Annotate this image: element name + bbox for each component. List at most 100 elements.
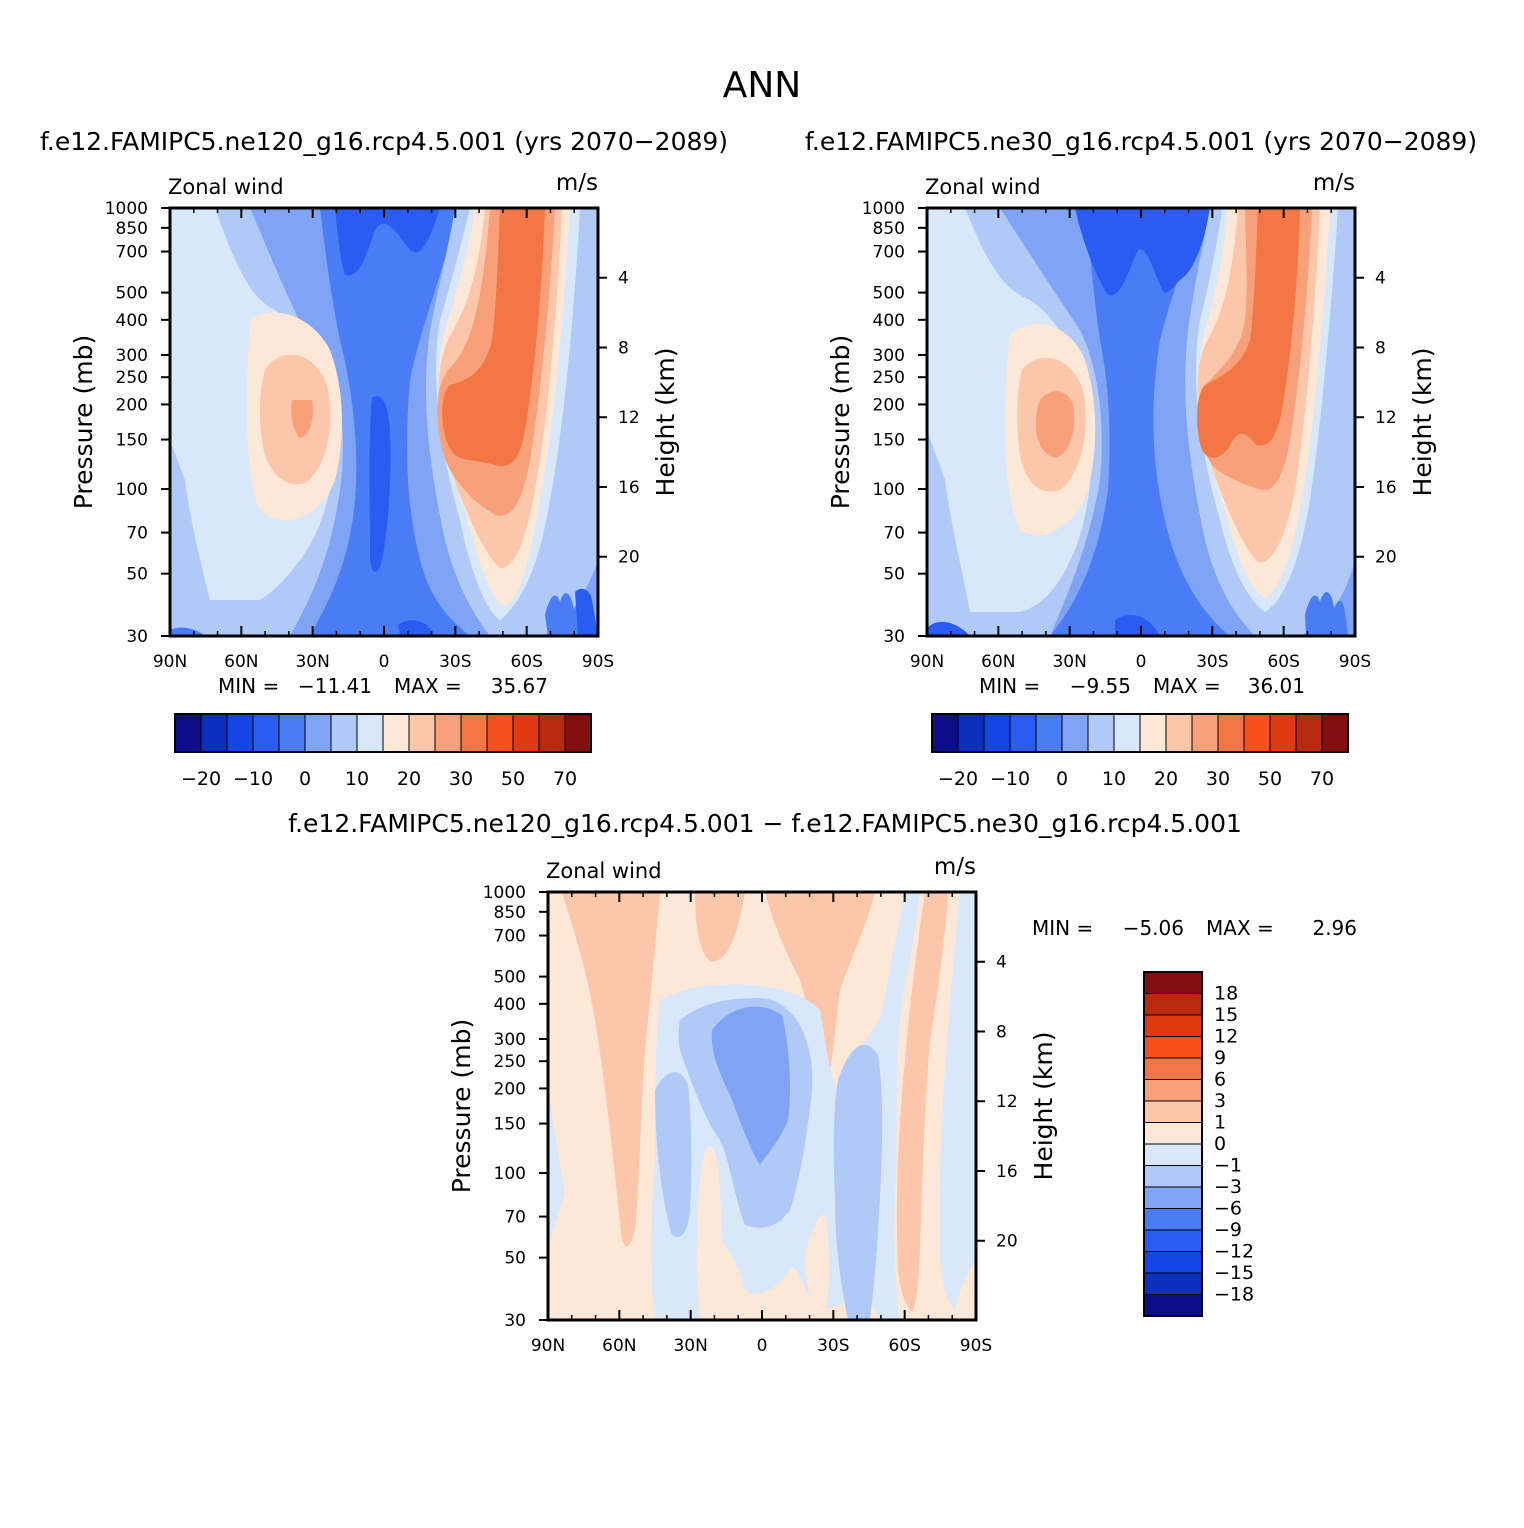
x-tick-label: 60S [888, 1336, 920, 1356]
right-min-value: −9.55 [1070, 674, 1131, 698]
height-tick-label: 12 [618, 408, 640, 428]
x-tick-label: 90S [582, 652, 614, 672]
height-tick-label: 20 [996, 1232, 1018, 1252]
colorbar-swatch [1143, 1208, 1203, 1231]
colorbar-swatch [1191, 713, 1219, 753]
colorbar-swatch [278, 713, 306, 753]
height-tick-label: 12 [996, 1092, 1018, 1112]
colorbar-swatch [1139, 713, 1167, 753]
y-tick-label: 150 [116, 431, 148, 451]
x-tick-label: 30N [295, 652, 329, 672]
right-max-label: MAX = [1153, 674, 1221, 698]
colorbar-swatch [1143, 1100, 1203, 1123]
y-tick-label: 500 [116, 284, 148, 304]
right-axes: 90N 60N 30N 0 30S 60S 90S 30 50 70 100 150 200 250300… [862, 199, 1397, 672]
diff-units: m/s [934, 854, 976, 880]
colorbar-label: −3 [1214, 1176, 1242, 1198]
y-tick-label: 150 [873, 431, 905, 451]
left-min-value: −11.41 [298, 674, 372, 698]
y-tick-label: 100 [494, 1164, 526, 1184]
y-tick-label: 70 [126, 524, 148, 544]
colorbar-label: 9 [1214, 1047, 1226, 1069]
y-tick-label: 1000 [483, 883, 526, 903]
colorbar-swatch [200, 713, 228, 753]
y-tick-label: 250 [494, 1052, 526, 1072]
colorbar-swatch [1321, 713, 1349, 753]
colorbar-swatch [1143, 993, 1203, 1016]
y-tick-label: 200 [494, 1079, 526, 1099]
colorbar-swatch [1035, 713, 1063, 753]
y-tick-label: 100 [873, 480, 905, 500]
colorbar-swatch [330, 713, 358, 753]
y-tick-label: 700 [116, 243, 148, 263]
height-tick-label: 4 [618, 269, 629, 289]
left-panel: f.e12.FAMIPC5.ne120_g16.rcp4.5.001 (yrs … [40, 127, 728, 790]
right-variable: Zonal wind [925, 175, 1041, 199]
y-tick-label: 50 [126, 565, 148, 585]
y-tick-label: 250 [873, 368, 905, 388]
colorbar-swatch [538, 713, 566, 753]
colorbar-swatch [408, 713, 436, 753]
colorbar-frame [174, 713, 592, 753]
colorbar-swatch [1087, 713, 1115, 753]
colorbar-label: 30 [1206, 768, 1230, 790]
colorbar-label: −20 [181, 768, 221, 790]
colorbar-label: −9 [1214, 1219, 1242, 1241]
left-axes: 90N 60N 30N 0 30S 60S 90S 30 50 70 100 150 200 250300… [105, 199, 640, 672]
left-max-label: MAX = [394, 674, 462, 698]
y-tick-label: 850 [494, 903, 526, 923]
colorbar-swatch [304, 713, 332, 753]
x-tick-label: 0 [757, 1336, 768, 1356]
y-tick-label: 1000 [862, 199, 905, 219]
y-tick-label: 400 [116, 311, 148, 331]
y-tick-label: 30 [504, 1311, 526, 1331]
height-tick-label: 12 [1375, 408, 1397, 428]
height-tick-label: 16 [1375, 478, 1397, 498]
figure-title: ANN [723, 65, 802, 106]
y-tick-label: 700 [873, 243, 905, 263]
colorbar-label: −10 [233, 768, 273, 790]
colorbar-label: 15 [1214, 1004, 1238, 1026]
y-tick-label: 100 [116, 480, 148, 500]
x-tick-label: 30N [673, 1336, 707, 1356]
x-tick-label: 90N [910, 652, 944, 672]
right-max-value: 36.01 [1248, 674, 1305, 698]
left-variable: Zonal wind [168, 175, 284, 199]
diff-max-label: MAX = [1206, 916, 1274, 940]
colorbar-label: 30 [449, 768, 473, 790]
y-tick-label: 850 [116, 219, 148, 239]
y-tick-label: 300 [116, 346, 148, 366]
colorbar-swatch [252, 713, 280, 753]
y-tick-label: 30 [883, 627, 905, 647]
colorbar-swatch [931, 713, 959, 753]
x-tick-label: 60N [981, 652, 1015, 672]
colorbar-label: 20 [397, 768, 421, 790]
colorbar-label: 0 [299, 768, 311, 790]
diff-min-label: MIN = [1032, 916, 1093, 940]
y-tick-label: 850 [873, 219, 905, 239]
y-tick-label: 70 [883, 524, 905, 544]
y-tick-label: 150 [494, 1115, 526, 1135]
colorbar-swatch [1143, 1294, 1203, 1317]
colorbar-swatch [174, 713, 202, 753]
diff-panel: f.e12.FAMIPC5.ne120_g16.rcp4.5.001 − f.e… [288, 809, 1357, 1356]
diff-contour-field [548, 892, 976, 1320]
colorbar-swatch [1143, 1165, 1203, 1188]
diff-min-value: −5.06 [1123, 916, 1184, 940]
y-tick-label: 500 [873, 284, 905, 304]
y-tick-label: 50 [883, 565, 905, 585]
colorbar-swatch [1061, 713, 1089, 753]
colorbar-label: −20 [938, 768, 978, 790]
colorbar-label: 10 [1102, 768, 1126, 790]
colorbar-label: −6 [1214, 1198, 1242, 1220]
diff-axes: 90N 60N 30N 0 30S 60S 90S 30 50 70 100 150 200 250300… [483, 883, 1018, 1356]
colorbar-label: −15 [1214, 1262, 1254, 1284]
colorbar-swatch [1143, 1079, 1203, 1102]
colorbar-label: 50 [1258, 768, 1282, 790]
colorbar-swatch [1143, 1057, 1203, 1080]
diff-height-label: Height (km) [1029, 1032, 1058, 1181]
colorbar-swatch [1269, 713, 1297, 753]
colorbar-swatch [226, 713, 254, 753]
x-tick-label: 30S [817, 1336, 849, 1356]
